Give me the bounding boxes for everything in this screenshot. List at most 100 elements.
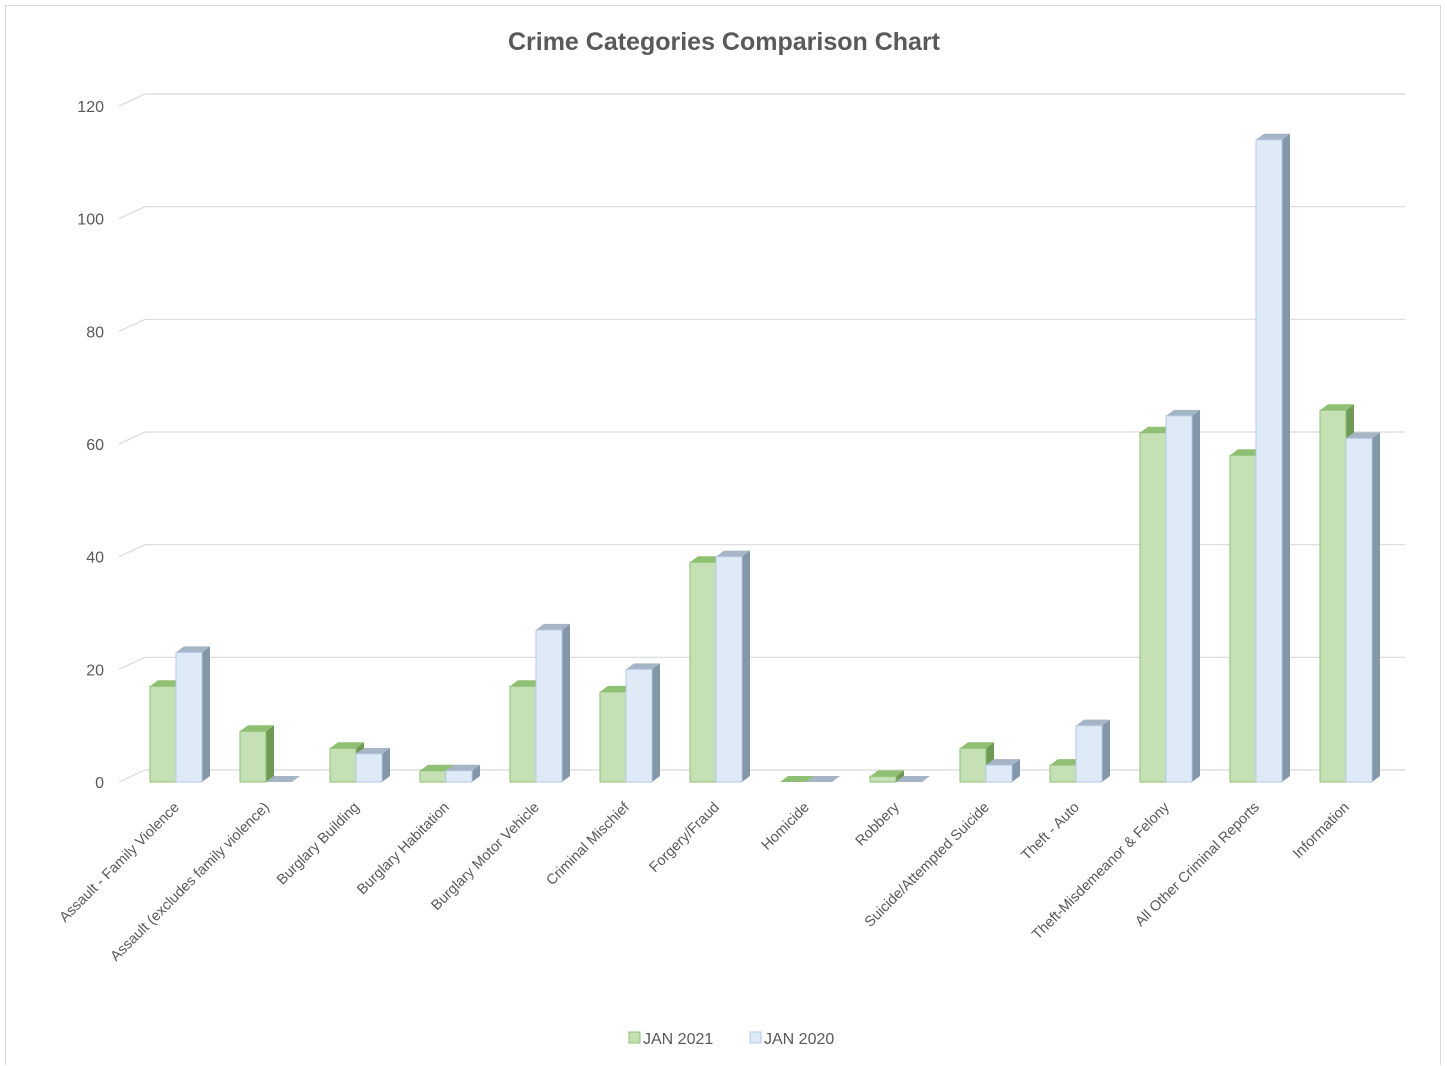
bar-top xyxy=(1076,719,1110,726)
bar-jan2020-0 xyxy=(175,646,210,783)
bar-top xyxy=(446,764,480,771)
bar-top xyxy=(896,776,930,782)
chart-area: Crime Categories Comparison Chart 0 20 40 6… xyxy=(5,5,1441,1065)
bar-jan2020-4 xyxy=(535,623,570,783)
bar-jan2020-12 xyxy=(1255,133,1290,783)
bar-side xyxy=(896,770,904,782)
x-tick-label: Assault (excludes family violence) xyxy=(108,800,273,965)
bar-side xyxy=(202,646,210,782)
bar-top xyxy=(1320,404,1354,411)
bar-front xyxy=(869,775,897,783)
bar-jan2021-2 xyxy=(329,742,364,783)
bar-jan2020-10 xyxy=(1075,719,1110,783)
legend-swatch xyxy=(749,1031,762,1044)
bar-front xyxy=(149,685,177,783)
bar-jan2020-6 xyxy=(715,550,750,783)
bar-side xyxy=(652,663,660,782)
bar-side xyxy=(562,623,570,782)
x-tick-label: Information xyxy=(1290,800,1353,863)
bar-jan2021-7 xyxy=(780,776,814,782)
bar-top xyxy=(780,776,814,782)
gridline-depth xyxy=(118,769,146,783)
bar-side xyxy=(1192,409,1200,782)
bar-top xyxy=(1256,133,1290,140)
bar-jan2020-2 xyxy=(355,747,390,783)
bar-front xyxy=(239,730,267,783)
bar-front xyxy=(355,753,383,783)
y-tick-label: 0 xyxy=(95,775,104,792)
bar-top xyxy=(870,770,904,777)
bar-side xyxy=(1012,759,1020,782)
bar-top xyxy=(960,742,994,749)
bar-side xyxy=(742,550,750,782)
gridlines xyxy=(118,93,1405,783)
bar-front xyxy=(1165,415,1193,783)
bar-jan2020-11 xyxy=(1165,409,1200,783)
bar-top xyxy=(1346,432,1380,439)
bar-front xyxy=(1319,409,1347,783)
bar-top xyxy=(1166,409,1200,416)
x-tick-label: Burglary Building xyxy=(274,800,363,889)
bar-top xyxy=(266,776,300,782)
bar-front xyxy=(625,668,653,783)
bar-jan2020-1 xyxy=(266,776,300,782)
gridline-depth xyxy=(118,431,146,445)
bar-jan2021-8 xyxy=(869,770,904,783)
gridline-depth xyxy=(118,318,146,332)
y-tick-label: 20 xyxy=(86,662,104,679)
bar-front xyxy=(1255,139,1283,783)
y-tick-label: 80 xyxy=(86,324,104,341)
bar-jan2021-1 xyxy=(239,725,274,783)
bar-side xyxy=(1372,432,1380,782)
bar-top xyxy=(356,747,390,754)
chart-canvas: Crime Categories Comparison Chart 0 20 40 6… xyxy=(57,28,1405,1048)
bar-jan2020-9 xyxy=(985,759,1020,783)
y-tick-label: 100 xyxy=(77,212,104,229)
bar-jan2020-3 xyxy=(445,764,480,783)
bar-side xyxy=(266,725,274,782)
x-tick-label: Forgery/Fraud xyxy=(647,800,723,876)
gridline-depth xyxy=(118,206,146,220)
bar-front xyxy=(599,691,627,783)
bar-front xyxy=(445,770,473,783)
legend-swatch xyxy=(628,1031,641,1044)
bar-front xyxy=(689,561,717,783)
x-tick-label: Homicide xyxy=(759,800,813,854)
bar-top xyxy=(330,742,364,749)
bar-top xyxy=(626,663,660,670)
bar-front xyxy=(175,651,203,783)
y-tick-label: 120 xyxy=(77,99,104,116)
bar-jan2020-5 xyxy=(625,663,660,783)
x-tick-label: Criminal Mischief xyxy=(543,799,633,889)
y-tick-label: 60 xyxy=(86,437,104,454)
gridline-depth xyxy=(118,544,146,558)
bar-front xyxy=(985,764,1013,783)
x-tick-label: Theft - Auto xyxy=(1019,800,1083,864)
bar-top xyxy=(420,764,454,771)
chart-title: Crime Categories Comparison Chart xyxy=(508,28,941,56)
bar-front xyxy=(1075,725,1103,783)
bar-top xyxy=(806,776,840,782)
bar-front xyxy=(1139,432,1167,783)
bar-front xyxy=(509,685,537,783)
bar-front xyxy=(535,629,563,783)
bar-top xyxy=(716,550,750,557)
bar-side xyxy=(472,764,480,782)
bar-front xyxy=(1345,437,1373,783)
x-tick-label: Robbery xyxy=(853,799,904,850)
legend: JAN 2021 JAN 2020 xyxy=(628,1031,834,1048)
bar-front xyxy=(329,747,357,783)
bar-front xyxy=(1049,764,1077,783)
legend-label: JAN 2020 xyxy=(764,1031,834,1048)
bar-side xyxy=(1282,133,1290,783)
bars xyxy=(149,133,1380,783)
bar-top xyxy=(536,623,570,630)
bar-top xyxy=(986,759,1020,766)
bar-jan2020-13 xyxy=(1345,432,1380,783)
bar-top xyxy=(176,646,210,653)
bar-jan2020-7 xyxy=(806,776,840,782)
y-axis-ticks: 0 20 40 60 80 100 120 xyxy=(77,99,104,792)
bar-side xyxy=(1102,719,1110,782)
bar-front xyxy=(959,747,987,783)
